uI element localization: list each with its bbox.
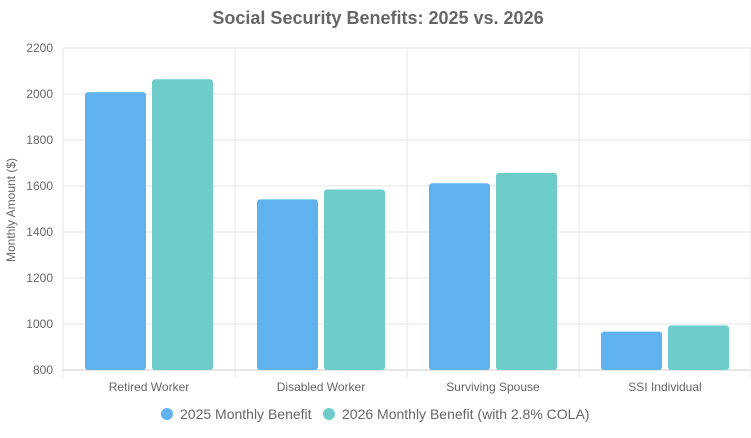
- chart-title: Social Security Benefits: 2025 vs. 2026: [212, 8, 543, 28]
- y-tick-label: 1800: [26, 133, 53, 147]
- legend-label[interactable]: 2025 Monthly Benefit: [180, 406, 312, 422]
- y-tick-label: 2000: [26, 87, 53, 101]
- x-tick-label: Disabled Worker: [277, 380, 365, 394]
- legend-swatch: [323, 408, 335, 420]
- legend-label[interactable]: 2026 Monthly Benefit (with 2.8% COLA): [342, 406, 589, 422]
- y-tick-label: 1400: [26, 225, 53, 239]
- y-axis-label: Monthly Amount ($): [4, 158, 18, 262]
- bar[interactable]: [152, 79, 213, 370]
- bar[interactable]: [429, 183, 490, 370]
- bar[interactable]: [668, 325, 729, 370]
- y-tick-label: 1000: [26, 317, 53, 331]
- y-tick-label: 2200: [26, 41, 53, 55]
- bar[interactable]: [85, 92, 146, 370]
- y-tick-label: 1600: [26, 179, 53, 193]
- legend-swatch: [161, 408, 173, 420]
- bar[interactable]: [601, 331, 662, 370]
- y-tick-label: 1200: [26, 271, 53, 285]
- x-tick-label: Surviving Spouse: [446, 380, 540, 394]
- x-tick-label: Retired Worker: [109, 380, 189, 394]
- bar[interactable]: [257, 199, 318, 370]
- bar[interactable]: [496, 172, 557, 370]
- y-tick-label: 800: [33, 363, 53, 377]
- bar[interactable]: [324, 189, 385, 370]
- x-tick-label: SSI Individual: [628, 380, 701, 394]
